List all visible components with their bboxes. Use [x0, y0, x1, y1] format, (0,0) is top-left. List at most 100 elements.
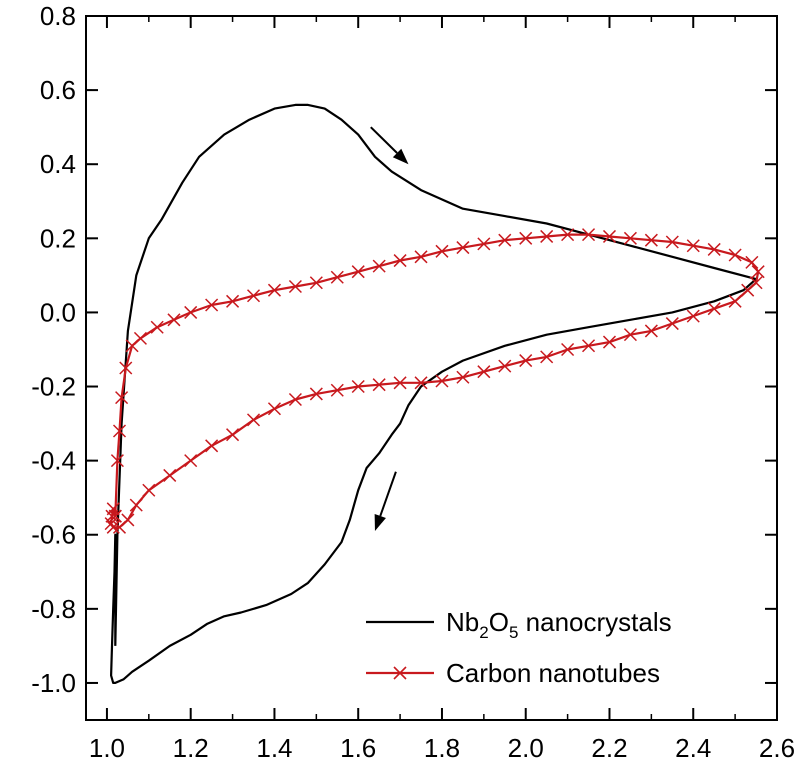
data-point-marker	[498, 233, 512, 247]
data-point-marker	[498, 359, 512, 373]
data-point-marker	[456, 241, 470, 255]
data-point-marker	[665, 317, 679, 331]
data-point-marker	[288, 392, 302, 407]
data-point-marker	[112, 424, 127, 438]
data-point-marker	[110, 454, 124, 468]
x-tick-label: 1.0	[89, 733, 125, 763]
data-point-marker	[184, 454, 198, 468]
data-point-marker	[519, 354, 533, 368]
data-point-marker	[435, 374, 449, 388]
data-point-marker	[106, 520, 120, 534]
plot-frame	[85, 15, 778, 721]
data-point-marker	[142, 483, 156, 497]
arrow-annotations	[370, 126, 409, 532]
data-point-marker	[686, 239, 700, 253]
data-point-marker	[267, 283, 281, 297]
data-point-marker	[741, 283, 755, 297]
data-point-marker	[582, 228, 596, 242]
y-tick-label: 0.8	[40, 1, 76, 31]
y-tick-label: -1.0	[31, 668, 76, 698]
data-point-marker	[602, 229, 617, 243]
data-point-marker	[330, 270, 344, 284]
series-line-1	[109, 233, 760, 529]
data-point-marker	[561, 228, 575, 242]
data-point-marker	[456, 370, 470, 384]
data-point-marker	[665, 235, 679, 249]
axis-ticks	[86, 15, 778, 720]
data-point-marker	[309, 276, 323, 290]
x-tick-label: 1.6	[340, 733, 376, 763]
y-tick-label: -0.6	[31, 520, 76, 550]
data-point-marker	[150, 320, 164, 334]
y-tick-label: 0.2	[40, 223, 76, 253]
data-point-marker	[393, 376, 407, 390]
series-layer	[104, 103, 765, 685]
legend: Nb2O5 nanocrystals Carbon nanotubes	[366, 607, 672, 688]
legend-marker-cnt	[393, 666, 407, 680]
data-point-marker	[623, 328, 637, 342]
y-tick-label: -0.4	[31, 446, 76, 476]
x-tick-label: 2.4	[675, 733, 711, 763]
data-point-marker	[477, 365, 491, 379]
data-point-marker	[351, 379, 365, 394]
arrow-annotation-0	[370, 126, 409, 165]
legend-label-cnt: Carbon nanotubes	[446, 658, 660, 688]
data-point-marker	[351, 265, 365, 279]
y-tick-label: -0.8	[31, 594, 76, 624]
x-tick-label: 1.4	[256, 733, 292, 763]
data-point-marker	[728, 294, 742, 308]
data-point-marker	[477, 237, 491, 251]
y-tick-label: -0.2	[31, 372, 76, 402]
data-point-marker	[414, 250, 428, 264]
data-point-marker	[246, 289, 261, 303]
data-point-marker	[205, 298, 219, 312]
data-point-marker	[184, 305, 198, 319]
data-point-marker	[707, 242, 721, 256]
y-tick-label: 0.0	[40, 297, 76, 327]
data-point-marker	[372, 378, 386, 392]
data-point-marker	[686, 309, 700, 323]
x-tick-label: 1.8	[424, 733, 460, 763]
data-point-marker	[707, 302, 721, 316]
x-tick-label: 2.6	[759, 733, 795, 763]
y-tick-label: 0.6	[40, 75, 76, 105]
data-point-marker	[115, 391, 129, 405]
data-point-marker	[540, 350, 554, 364]
data-point-marker	[751, 265, 765, 279]
data-point-marker	[119, 361, 133, 375]
data-point-marker	[163, 468, 177, 482]
data-point-marker	[414, 376, 428, 390]
data-point-marker	[644, 324, 658, 338]
data-point-marker	[393, 254, 407, 268]
data-point-marker	[108, 509, 122, 523]
data-point-marker	[226, 294, 240, 308]
y-tick-label: 0.4	[40, 149, 76, 179]
data-point-marker	[288, 279, 302, 294]
tick-labels: 1.0 1.2 1.4 1.6 1.8 2.0 2.2 2.4 2.6 0.8 0.6 0.4 0.2 0…	[31, 1, 795, 763]
legend-label-nb2o5: Nb2O5 nanocrystals	[446, 607, 672, 642]
data-point-marker	[267, 402, 281, 416]
data-point-marker	[372, 259, 386, 273]
data-point-marker	[728, 248, 742, 262]
data-point-marker	[644, 233, 658, 247]
data-point-marker	[623, 231, 637, 245]
x-tick-label: 2.0	[508, 733, 544, 763]
data-point-marker	[226, 428, 240, 442]
data-point-marker	[112, 520, 127, 534]
data-point-marker	[129, 498, 143, 512]
arrow-annotation-1	[374, 471, 397, 532]
data-point-marker	[745, 255, 759, 269]
data-point-marker	[561, 342, 575, 357]
data-point-marker	[205, 439, 219, 453]
data-point-marker	[519, 231, 533, 245]
x-tick-label: 1.2	[173, 733, 209, 763]
x-tick-label: 2.2	[591, 733, 627, 763]
data-point-marker	[602, 335, 617, 349]
data-point-marker	[246, 413, 261, 427]
data-point-marker	[133, 331, 147, 345]
data-point-marker	[330, 383, 344, 397]
data-point-marker	[540, 229, 554, 243]
data-point-marker	[167, 313, 181, 327]
data-point-marker	[106, 502, 120, 516]
